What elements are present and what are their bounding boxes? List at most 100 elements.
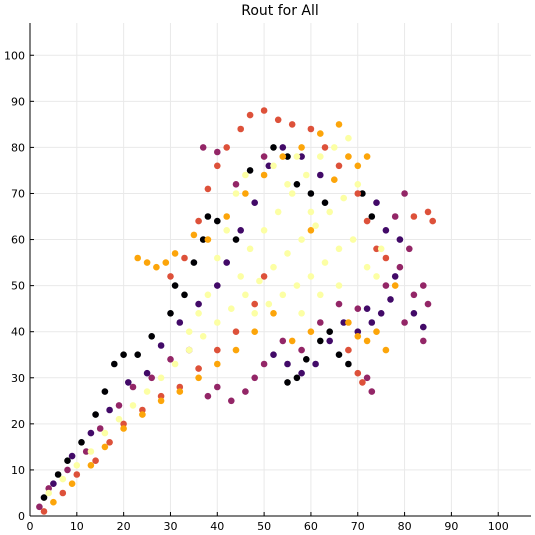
data-point — [232, 236, 240, 243]
data-point — [246, 245, 254, 253]
data-point — [143, 259, 151, 266]
data-point — [298, 310, 305, 317]
data-point — [181, 254, 188, 262]
series-6 — [45, 134, 385, 497]
y-axis-ticks: 0 10 20 30 40 50 60 70 80 90 100 — [4, 49, 34, 523]
data-point — [298, 144, 305, 151]
data-point — [307, 125, 315, 133]
data-point — [331, 144, 338, 151]
data-point — [270, 144, 277, 151]
data-point — [354, 162, 362, 170]
data-point — [214, 162, 221, 170]
data-point — [87, 448, 95, 455]
data-point — [176, 319, 184, 326]
data-point — [420, 323, 427, 331]
y-tick-label: 90 — [11, 95, 25, 108]
data-point — [373, 273, 380, 280]
data-point — [382, 254, 390, 262]
data-point — [96, 425, 104, 432]
axes — [29, 23, 531, 517]
data-point — [251, 199, 258, 206]
data-point — [298, 369, 305, 377]
data-point — [354, 190, 362, 197]
x-axis-ticks: 0 10 20 30 40 50 60 70 80 90 100 — [27, 512, 509, 533]
data-point — [345, 153, 352, 160]
data-point — [354, 369, 362, 377]
data-point — [303, 171, 310, 179]
data-point — [195, 374, 202, 382]
data-point — [382, 346, 390, 354]
data-point — [424, 208, 432, 216]
data-point — [420, 337, 427, 345]
data-point — [270, 351, 277, 359]
data-point — [274, 116, 282, 124]
data-point — [377, 310, 385, 317]
y-tick-label: 50 — [11, 280, 25, 293]
data-point — [326, 328, 334, 336]
data-point — [396, 263, 404, 271]
data-point — [260, 153, 268, 160]
data-point — [340, 319, 348, 326]
y-tick-label: 40 — [11, 326, 25, 339]
y-tick-label: 100 — [4, 49, 25, 62]
data-point — [317, 153, 324, 160]
data-point — [148, 374, 155, 382]
data-point — [251, 300, 258, 308]
data-point — [410, 310, 418, 317]
data-point — [129, 383, 137, 391]
data-point — [373, 199, 380, 206]
series-2 — [50, 144, 427, 488]
data-point — [87, 429, 95, 437]
data-point — [139, 411, 146, 418]
data-point — [284, 379, 291, 386]
data-point — [214, 319, 221, 326]
data-point — [185, 328, 193, 336]
data-point — [265, 162, 273, 170]
data-point — [73, 462, 81, 469]
data-point — [279, 291, 287, 299]
y-tick-label: 10 — [11, 464, 25, 477]
data-point — [139, 406, 146, 414]
data-point — [345, 346, 352, 354]
data-point — [391, 273, 399, 280]
data-point — [251, 328, 258, 336]
data-point — [317, 291, 324, 299]
data-point — [171, 360, 179, 368]
x-tick-label: 0 — [27, 520, 34, 533]
x-tick-label: 60 — [304, 520, 318, 533]
data-point — [293, 374, 301, 382]
data-point — [120, 425, 127, 432]
data-point — [73, 471, 81, 478]
data-point — [260, 360, 268, 368]
data-point — [59, 475, 67, 483]
data-point — [214, 254, 221, 262]
data-point — [87, 462, 95, 469]
data-point — [424, 300, 432, 308]
data-point — [298, 236, 305, 243]
y-tick-label: 0 — [18, 510, 25, 523]
data-point — [363, 153, 371, 160]
data-point — [223, 259, 230, 266]
data-point — [134, 351, 141, 359]
data-point — [303, 356, 310, 363]
data-point — [387, 296, 394, 303]
data-point — [307, 190, 315, 197]
data-point — [307, 227, 315, 234]
y-tick-label: 80 — [11, 141, 25, 154]
data-points — [36, 107, 437, 515]
data-point — [335, 300, 343, 308]
data-point — [232, 181, 240, 188]
data-point — [64, 457, 71, 465]
data-point — [373, 245, 380, 253]
data-point — [171, 250, 179, 257]
data-point — [331, 176, 338, 183]
data-point — [106, 439, 113, 446]
data-point — [115, 402, 123, 409]
x-tick-label: 40 — [210, 520, 224, 533]
data-point — [401, 190, 408, 197]
data-point — [228, 397, 235, 405]
data-point — [279, 153, 287, 160]
data-point — [326, 208, 334, 216]
data-point — [242, 190, 249, 197]
